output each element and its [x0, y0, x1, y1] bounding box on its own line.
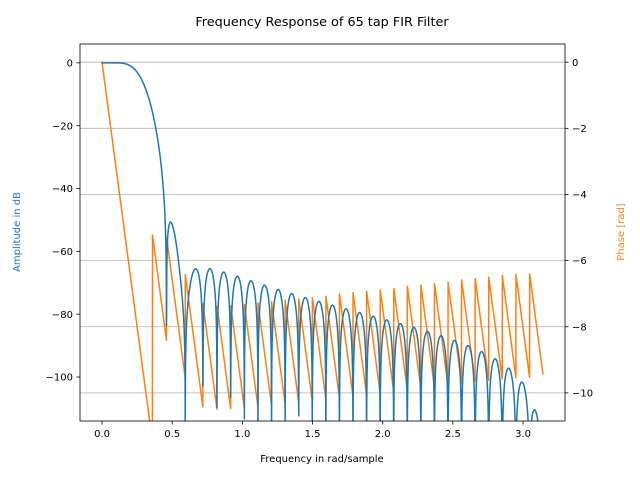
y-axis-label-phase: Phase [rad]	[616, 203, 627, 261]
y-tick-label-phase: 0	[572, 58, 578, 69]
y-tick-label-amplitude: −20	[52, 121, 73, 132]
y-tick-label-phase: −6	[572, 256, 587, 267]
x-tick-label: 0.0	[94, 429, 110, 440]
x-axis-label: Frequency in rad/sample	[260, 454, 383, 465]
axes-spines	[79, 43, 566, 422]
y-tick-label-phase: −2	[572, 124, 587, 135]
x-tick-label: 2.0	[375, 429, 391, 440]
y-tick-label-amplitude: −40	[52, 184, 73, 195]
x-tick-label: 3.0	[515, 429, 531, 440]
x-tick-label: 1.0	[234, 429, 250, 440]
chart-title: Frequency Response of 65 tap FIR Filter	[195, 15, 449, 30]
clipped-series	[101, 61, 544, 421]
series-layer	[101, 61, 544, 421]
x-tick-label: 1.5	[305, 429, 321, 440]
y-tick-label-amplitude: −100	[46, 373, 73, 384]
amplitude-response-line	[101, 62, 539, 421]
y-tick-label-phase: −4	[572, 190, 587, 201]
x-tick-label: 0.5	[164, 429, 180, 440]
y-axis-label-amplitude: Amplitude in dB	[12, 192, 23, 272]
y-tick-label-amplitude: −60	[52, 247, 73, 258]
phase-response-line	[101, 61, 544, 421]
tick-layer: 0.0 0.5 1.0 1.5 2.0 2.5 3.0 0 −20 −40 −60 −80 −100 0 −…	[46, 58, 594, 440]
y-tick-label-amplitude: −80	[52, 310, 73, 321]
x-tick-label: 2.5	[445, 429, 461, 440]
grid-layer	[80, 61, 565, 394]
plot-frame	[79, 43, 566, 422]
y-tick-label-phase: −8	[572, 322, 587, 333]
y-tick-label-amplitude: 0	[67, 58, 73, 69]
y-tick-label-phase: −10	[572, 388, 593, 399]
